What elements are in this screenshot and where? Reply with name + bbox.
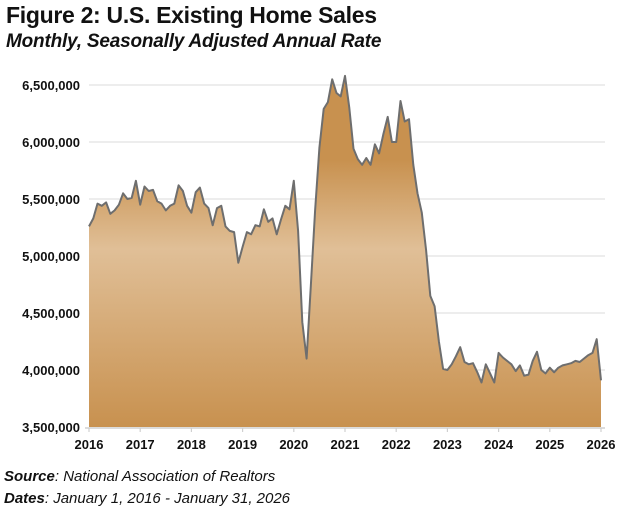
x-tick-label: 2024 <box>484 437 514 452</box>
x-tick-label: 2016 <box>75 437 104 452</box>
x-tick-label: 2020 <box>279 437 308 452</box>
y-tick-label: 3,500,000 <box>22 420 80 435</box>
dates-text: : January 1, 2016 - January 31, 2026 <box>44 490 291 507</box>
y-tick-label: 4,500,000 <box>22 306 80 321</box>
y-tick-label: 5,500,000 <box>22 192 80 207</box>
y-tick-label: 4,000,000 <box>22 363 80 378</box>
x-tick-label: 2018 <box>177 437 206 452</box>
y-tick-label: 6,500,000 <box>22 78 80 93</box>
x-tick-label: 2023 <box>433 437 462 452</box>
chart-title: Figure 2: U.S. Existing Home Sales <box>6 2 377 28</box>
x-tick-label: 2019 <box>228 437 257 452</box>
x-tick-label: 2025 <box>535 437 564 452</box>
x-tick-label: 2022 <box>382 437 411 452</box>
y-tick-label: 5,000,000 <box>22 249 80 264</box>
x-tick-label: 2026 <box>587 437 616 452</box>
dates-note: Dates: January 1, 2016 - January 31, 202… <box>4 490 290 507</box>
series-line <box>88 74 602 384</box>
source-note: Source: National Association of Realtors <box>4 468 275 485</box>
series-area <box>89 75 601 428</box>
source-label: Source <box>4 468 55 485</box>
y-tick-label: 6,000,000 <box>22 135 80 150</box>
x-tick-label: 2017 <box>126 437 155 452</box>
x-tick-label: 2021 <box>331 437 360 452</box>
source-text: : National Association of Realtors <box>54 468 276 485</box>
chart-subtitle: Monthly, Seasonally Adjusted Annual Rate <box>6 31 382 52</box>
dates-label: Dates <box>4 490 45 507</box>
